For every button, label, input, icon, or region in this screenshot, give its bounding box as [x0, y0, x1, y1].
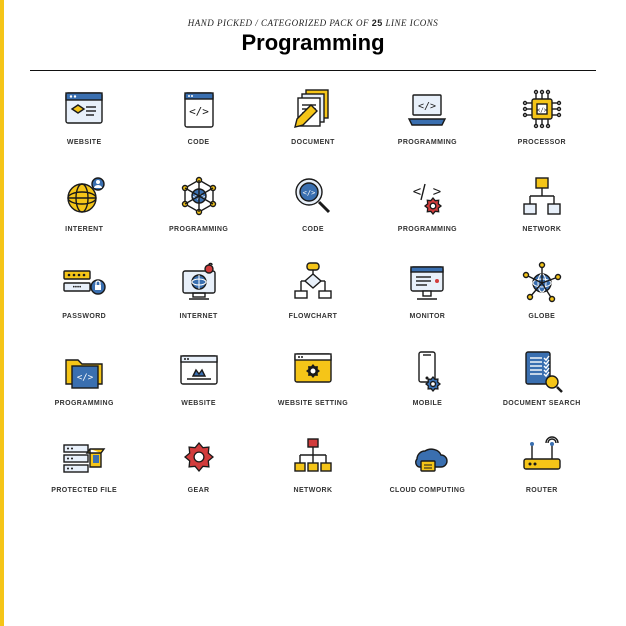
icon-label: CODE [188, 139, 210, 146]
icon-cell-code: </> CODE [150, 85, 246, 146]
network-icon [514, 172, 570, 220]
protected-file-icon [56, 433, 112, 481]
icon-label: PROGRAMMING [169, 226, 228, 233]
icon-label: PROGRAMMING [398, 139, 457, 146]
router-icon [514, 433, 570, 481]
icon-cell-gear: GEAR [150, 433, 246, 494]
globe-icon [514, 259, 570, 307]
icon-label: CLOUD COMPUTING [390, 487, 466, 494]
programming-net-icon: </> [171, 172, 227, 220]
programming-gear-icon: <> [399, 172, 455, 220]
icon-label: NETWORK [522, 226, 561, 233]
mobile-icon [399, 346, 455, 394]
icon-cell-internet: INTERENT [36, 172, 132, 233]
icon-label: PROTECTED FILE [51, 487, 117, 494]
icon-cell-processor: </> PROCESSOR [494, 85, 590, 146]
icon-cell-website: WEBSITE [36, 85, 132, 146]
svg-text:>: > [433, 184, 441, 200]
icon-cell-mobile: MOBILE [379, 346, 475, 407]
icon-label: NETWORK [294, 487, 333, 494]
code-icon: </> [171, 85, 227, 133]
icon-cell-code-search: </> CODE [265, 172, 361, 233]
cloud-computing-icon [399, 433, 455, 481]
icon-label: FLOWCHART [289, 313, 338, 320]
programming-laptop-icon: </> [399, 85, 455, 133]
icon-cell-globe: GLOBE [494, 259, 590, 320]
icon-label: GEAR [188, 487, 210, 494]
subtitle: HAND PICKED / CATEGORIZED PACK OF 25 LIN… [30, 18, 596, 28]
icon-cell-website-crown: WEBSITE [150, 346, 246, 407]
processor-icon: </> [514, 85, 570, 133]
icon-label: WEBSITE [67, 139, 102, 146]
code-search-icon: </> [285, 172, 341, 220]
icon-label: PROGRAMMING [398, 226, 457, 233]
svg-text:</>: </> [77, 373, 94, 383]
icon-cell-website-setting: WEBSITE SETTING [265, 346, 361, 407]
password-icon: •••• [56, 259, 112, 307]
website-setting-icon [285, 346, 341, 394]
icon-cell-programming-gear: <>PROGRAMMING [379, 172, 475, 233]
icon-label: PASSWORD [62, 313, 106, 320]
icon-label: MOBILE [413, 400, 443, 407]
icon-cell-programming-laptop: </> PROGRAMMING [379, 85, 475, 146]
svg-text:••••: •••• [73, 285, 81, 291]
icon-label: PROGRAMMING [55, 400, 114, 407]
page-title: Programming [30, 30, 596, 56]
svg-text:</>: </> [189, 105, 209, 118]
icon-cell-flowchart: FLOWCHART [265, 259, 361, 320]
internet-icon [56, 172, 112, 220]
icon-label: PROCESSOR [518, 139, 566, 146]
icon-label: DOCUMENT SEARCH [503, 400, 581, 407]
icon-cell-document-search: DOCUMENT SEARCH [494, 346, 590, 407]
svg-text:<: < [413, 184, 421, 200]
icon-cell-internet-pc: INTERNET [150, 259, 246, 320]
document-icon [285, 85, 341, 133]
network-tree-icon [285, 433, 341, 481]
icon-cell-router: ROUTER [494, 433, 590, 494]
svg-text:</>: </> [303, 189, 316, 197]
icon-cell-programming-net: </> PROGRAMMING [150, 172, 246, 233]
website-icon [56, 85, 112, 133]
icon-cell-monitor: MONITOR [379, 259, 475, 320]
icon-label: MONITOR [410, 313, 446, 320]
icon-label: CODE [302, 226, 324, 233]
icon-label: WEBSITE [181, 400, 216, 407]
icon-label: DOCUMENT [291, 139, 335, 146]
svg-text:</>: </> [536, 107, 547, 114]
divider [30, 70, 596, 71]
icon-cell-protected-file: PROTECTED FILE [36, 433, 132, 494]
flowchart-icon [285, 259, 341, 307]
programming-folder-icon: </> [56, 346, 112, 394]
icon-label: WEBSITE SETTING [278, 400, 348, 407]
website-crown-icon [171, 346, 227, 394]
icon-cell-cloud-computing: CLOUD COMPUTING [379, 433, 475, 494]
icon-label: INTERENT [65, 226, 103, 233]
icon-label: ROUTER [526, 487, 558, 494]
icon-cell-document: DOCUMENT [265, 85, 361, 146]
header: HAND PICKED / CATEGORIZED PACK OF 25 LIN… [30, 18, 596, 56]
icon-label: INTERNET [179, 313, 217, 320]
icon-grid: WEBSITE </> CODE DOCUMENT </> PROGRAMMING </> P… [30, 85, 596, 494]
icon-cell-network: NETWORK [494, 172, 590, 233]
gear-icon [171, 433, 227, 481]
icon-label: GLOBE [528, 313, 555, 320]
icon-cell-network-tree: NETWORK [265, 433, 361, 494]
internet-pc-icon [171, 259, 227, 307]
document-search-icon [514, 346, 570, 394]
icon-cell-programming-folder: </> PROGRAMMING [36, 346, 132, 407]
icon-cell-password: •••• PASSWORD [36, 259, 132, 320]
monitor-icon [399, 259, 455, 307]
svg-text:</>: </> [418, 101, 436, 112]
